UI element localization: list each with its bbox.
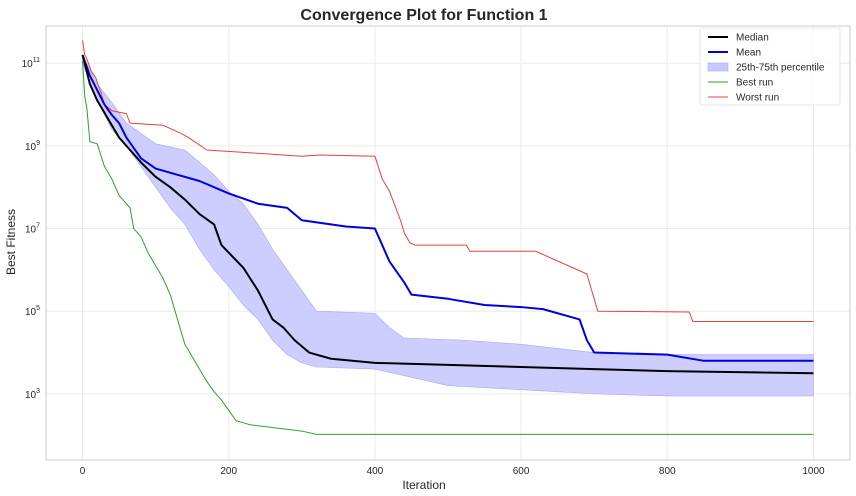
best-run-line [82,61,814,435]
legend-label-4: Worst run [736,93,779,104]
y-tick-label-2: 107 [25,223,40,236]
legend-box [699,27,841,106]
y-tick-label-3: 109 [25,140,40,153]
series-layer [81,40,814,435]
x-axis-ticks: 0 200 400 600 800 1000 [80,466,825,477]
median-run-line [81,54,814,375]
legend: Median Mean 25th-75th percentile Best run Wo… [699,27,841,106]
chart-title: Convergence Plot for Function 1 [300,7,547,24]
mean-run-line [81,54,814,362]
worst-run-line [82,40,814,323]
y-axis-ticks: 103 105 107 109 1011 [22,57,41,401]
x-tick-label-4: 800 [659,466,676,477]
legend-label-2: 25th-75th percentile [736,63,825,74]
y-tick-label-0: 103 [25,388,40,401]
y-axis-label: Best Fitness [4,209,18,275]
y-tick-label-1: 105 [25,305,40,318]
x-tick-label-0: 0 [80,466,86,477]
x-axis-label: Iteration [402,478,445,492]
x-tick-label-3: 600 [513,466,530,477]
legend-label-1: Mean [736,48,761,59]
x-tick-label-2: 400 [367,466,384,477]
x-tick-label-1: 200 [220,466,237,477]
y-tick-label-4: 1011 [22,57,40,70]
percentile-band [82,54,814,397]
legend-label-3: Best run [736,78,773,89]
legend-swatch-2 [707,62,729,72]
plot-frame [45,25,851,461]
legend-label-0: Median [736,33,769,44]
percentile-band-layer [82,54,814,397]
x-tick-label-5: 1000 [802,466,825,477]
